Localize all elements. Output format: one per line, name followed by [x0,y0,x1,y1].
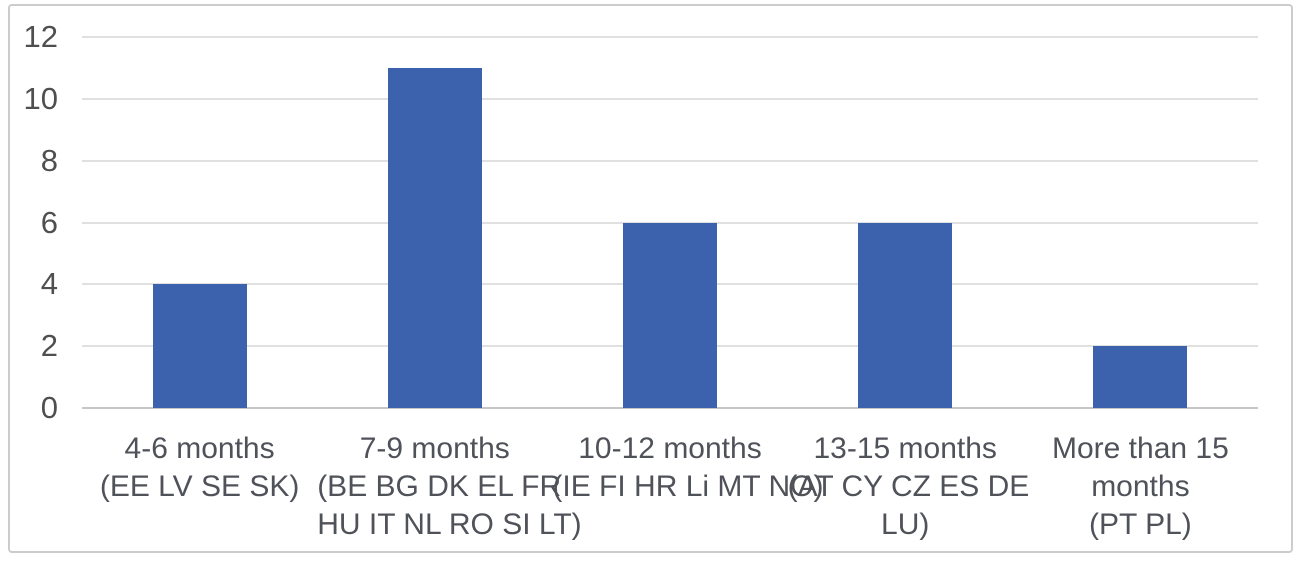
bar [387,67,482,408]
bar [623,222,717,408]
y-tick-label: 8 [40,142,58,178]
gridline [82,159,1258,162]
gridline [82,97,1258,100]
gridline [82,36,1258,38]
category-label: 4-6 months (EE LV SE SK) [99,432,300,503]
category-label: 13-15 months (AT CY CZ ES DE LU) [787,432,1030,541]
category-label: 10-12 months (IE FI HR Li MT NO) [552,432,823,503]
bar [152,284,247,408]
y-tick-label: 12 [23,19,58,54]
bar [858,222,953,408]
x-axis-line [82,407,1258,409]
category-label: More than 15 months (PT PL) [1052,432,1229,541]
category-label: 7-9 months (BE BG DK EL FR HU IT NL RO S… [317,432,581,541]
y-tick-label: 4 [40,266,58,302]
y-tick-label: 2 [40,328,58,364]
y-tick-label: 6 [40,204,58,240]
bar [1093,346,1188,408]
y-tick-label: 10 [23,80,58,116]
y-tick-label: 0 [40,390,58,425]
